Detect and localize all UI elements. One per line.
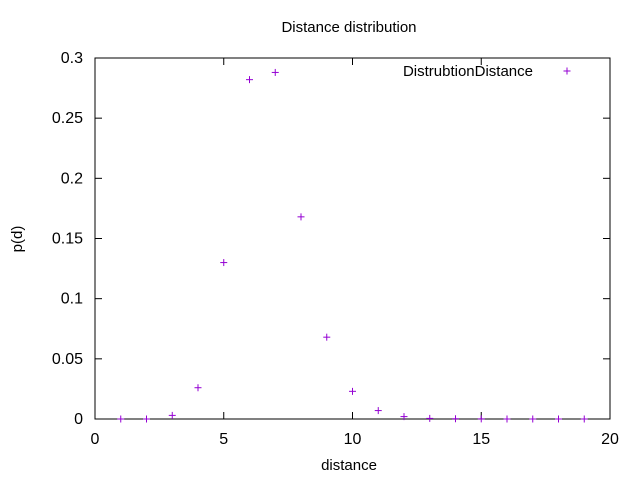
y-tick-label: 0.2: [61, 170, 83, 187]
y-tick-label: 0.1: [61, 291, 83, 308]
data-points: [117, 68, 588, 423]
data-point: [220, 259, 228, 267]
data-point: [529, 415, 537, 423]
y-tick-label: 0: [74, 411, 83, 428]
legend-label: DistrubtionDistance: [403, 63, 533, 80]
data-point: [246, 76, 253, 84]
legend: DistrubtionDistance: [403, 63, 571, 80]
data-point: [374, 407, 382, 415]
chart-title: Distance distribution: [281, 19, 416, 36]
data-point: [143, 415, 150, 423]
legend-marker: [563, 67, 571, 75]
data-point: [323, 333, 331, 341]
data-point: [349, 387, 356, 395]
y-tick-label: 0.15: [52, 231, 83, 248]
plot-frame: [94, 57, 611, 420]
data-point: [555, 415, 562, 423]
x-tick-label: 5: [219, 431, 228, 448]
y-tick-label: 0.05: [52, 351, 83, 368]
data-point: [271, 68, 279, 76]
y-axis-label: p(d): [9, 226, 26, 253]
x-tick-label: 0: [91, 431, 100, 448]
data-point: [452, 415, 459, 423]
data-point: [426, 414, 434, 422]
x-axis-ticks: 0 5 10 15 20: [91, 58, 619, 448]
data-point: [297, 213, 305, 221]
x-tick-label: 15: [472, 431, 490, 448]
y-tick-label: 0.3: [61, 50, 83, 67]
y-tick-label: 0.25: [52, 110, 83, 127]
legend-marker-plus: [563, 67, 571, 75]
x-tick-label: 10: [344, 431, 362, 448]
data-point: [117, 415, 125, 423]
data-point: [503, 415, 511, 423]
data-point: [400, 413, 408, 421]
data-point: [580, 415, 588, 423]
y-axis-ticks: 0 0.05 0.1 0.15 0.2 0.25 0.3: [52, 50, 610, 428]
x-tick-label: 20: [601, 431, 619, 448]
data-point: [477, 415, 485, 423]
data-point: [168, 411, 176, 419]
data-point: [194, 384, 202, 392]
x-axis-label: distance: [321, 457, 377, 474]
